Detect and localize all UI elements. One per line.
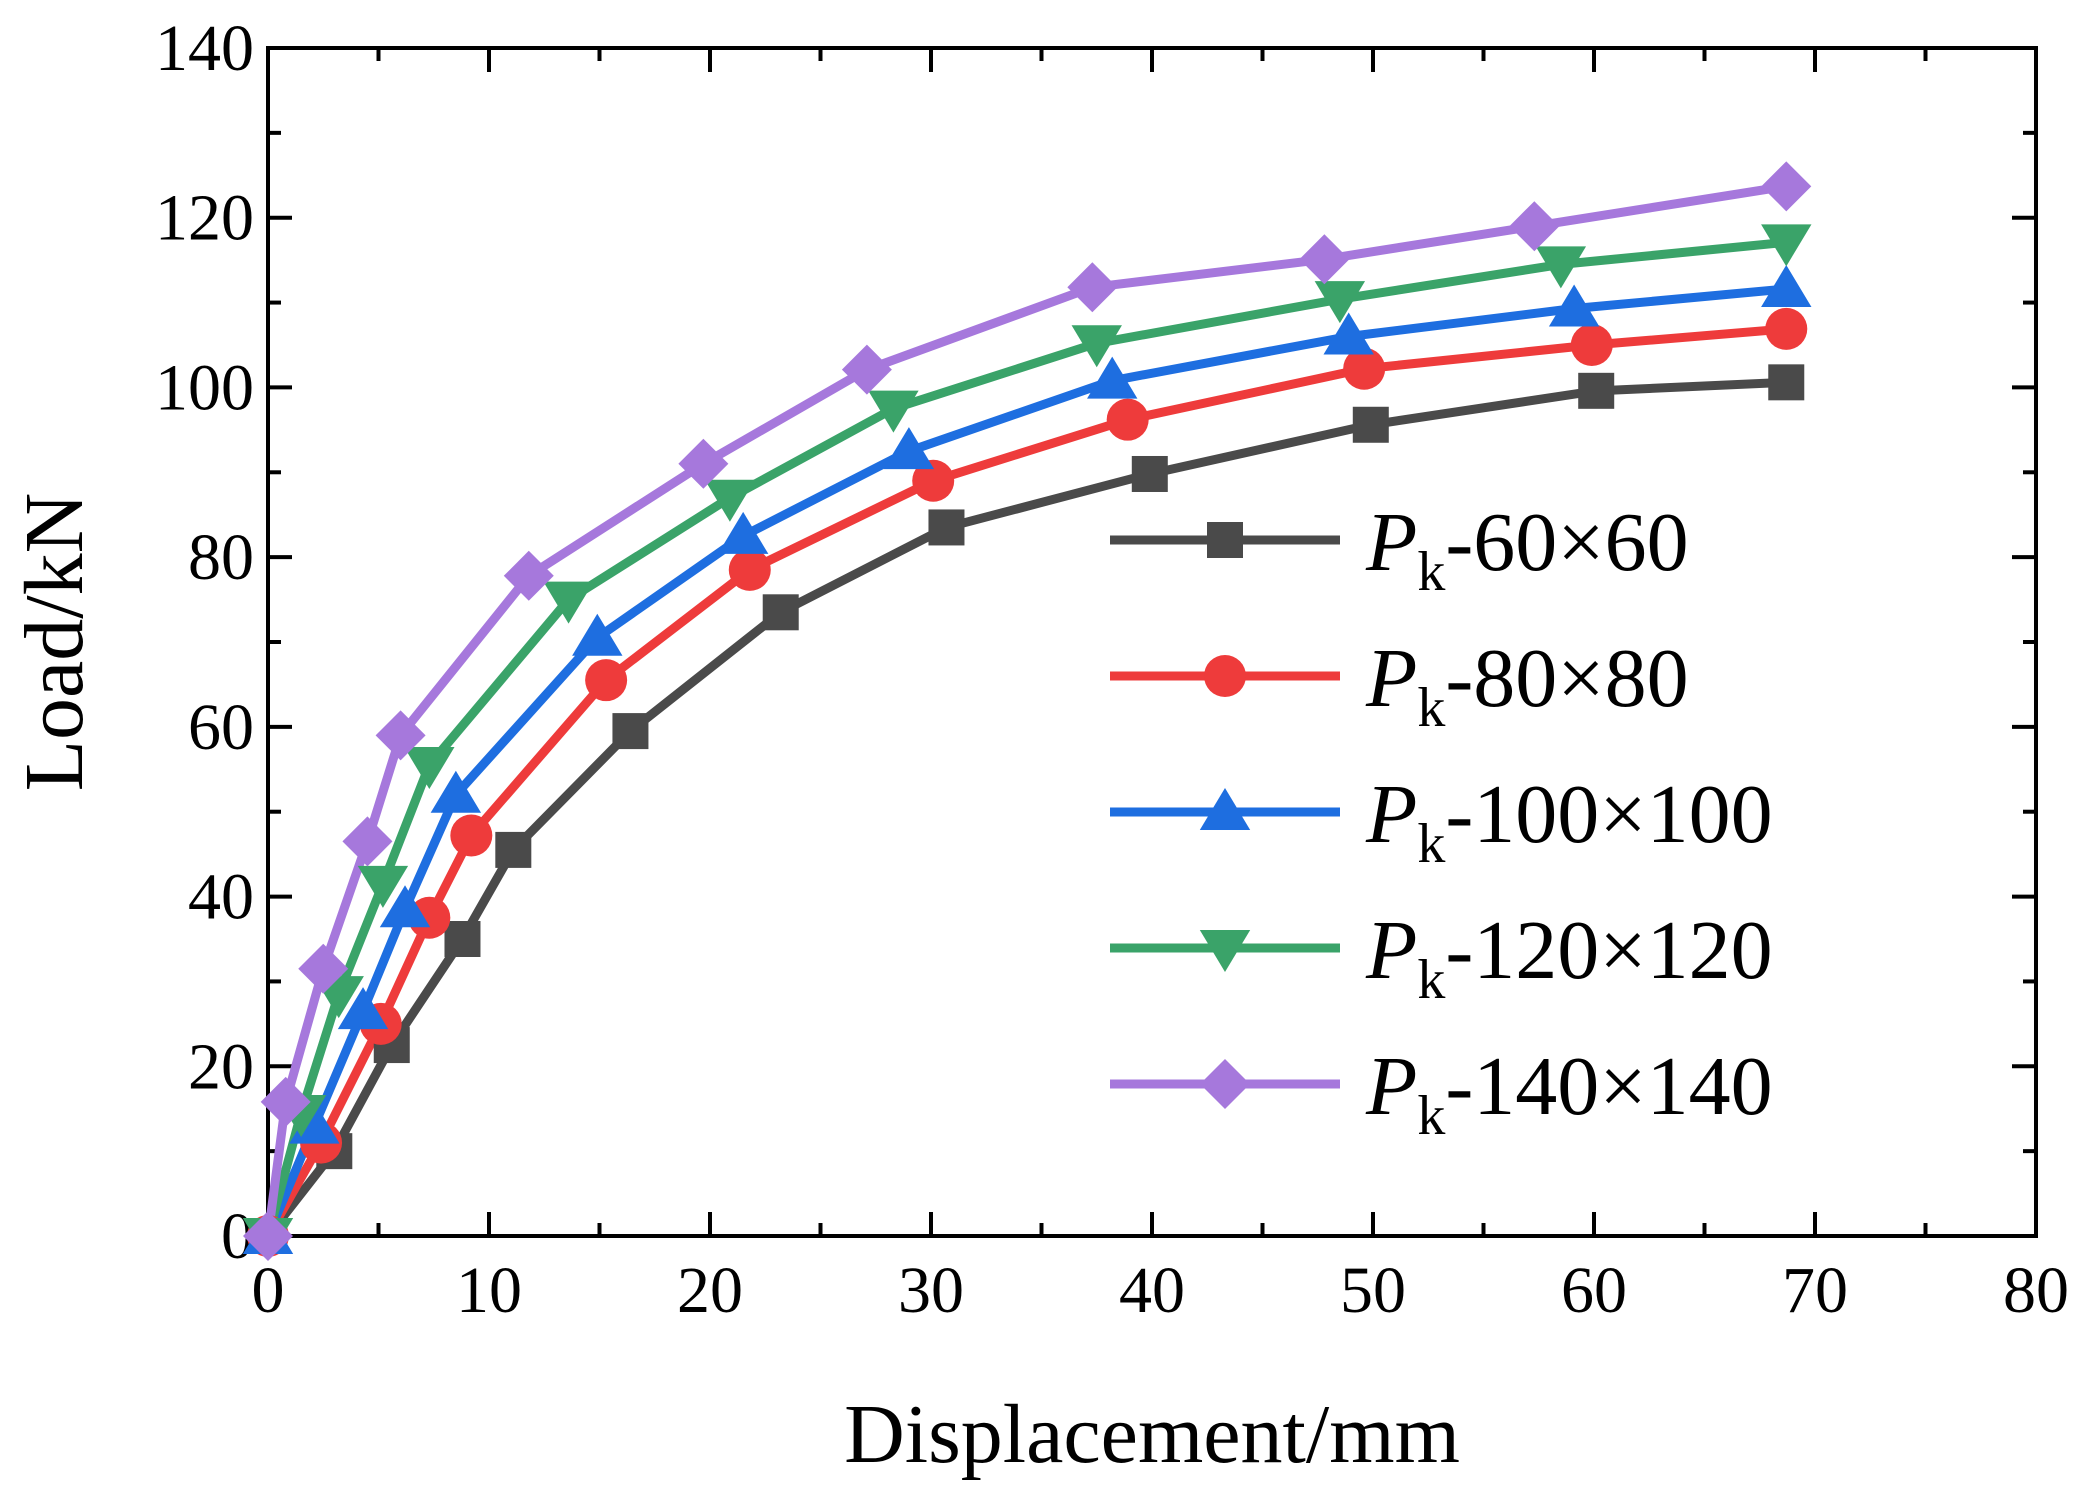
x-tick-label: 80	[2003, 1254, 2069, 1327]
y-tick-label: 120	[155, 182, 254, 255]
x-tick-label: 30	[898, 1254, 964, 1327]
x-tick-label: 70	[1782, 1254, 1848, 1327]
y-tick-label: 80	[188, 521, 254, 594]
data-point-series-1	[1578, 372, 1615, 409]
data-point-series-2	[1765, 307, 1808, 350]
data-point-series-2	[408, 896, 451, 939]
data-point-series-4	[1314, 281, 1366, 324]
data-point-series-2	[1570, 324, 1613, 366]
data-point-series-1	[928, 509, 965, 546]
data-point-series-3	[1761, 264, 1812, 307]
data-point-series-5	[375, 710, 426, 761]
x-tick-label: 20	[677, 1254, 743, 1327]
data-point-series-5	[298, 943, 349, 994]
data-point-series-3	[572, 613, 623, 656]
data-point-series-4	[404, 747, 455, 790]
data-point-series-5	[841, 344, 892, 395]
y-tick-label: 60	[188, 691, 254, 764]
data-point-series-4	[704, 479, 756, 522]
data-point-series-3	[1087, 356, 1138, 399]
data-point-series-3	[1548, 284, 1600, 327]
data-point-series-3	[430, 770, 482, 813]
data-point-series-1	[1131, 455, 1168, 492]
series-line-3	[263, 284, 1787, 1238]
data-point-series-5	[503, 550, 554, 601]
legend-swatch-marker	[1199, 788, 1251, 830]
legend-item-2: Pk-80×80	[1110, 632, 1689, 739]
series-line-5	[263, 181, 1787, 1237]
legend-swatch-marker	[1207, 522, 1243, 558]
legend-label: Pk-120×120	[1365, 904, 1773, 1011]
y-axis-title: Load/kN	[8, 493, 101, 792]
series-lines-group	[263, 181, 1787, 1239]
data-point-series-3	[379, 885, 431, 928]
data-point-series-2	[1343, 347, 1386, 390]
x-axis-title: Displacement/mm	[844, 1388, 1460, 1481]
data-point-series-1	[1768, 364, 1805, 401]
legend-item-3: Pk-100×100	[1110, 768, 1773, 875]
y-tick-label: 100	[155, 351, 254, 424]
legend-label: Pk-100×100	[1365, 768, 1773, 875]
data-point-series-2	[1106, 398, 1149, 441]
data-point-series-4	[868, 390, 919, 433]
legend: Pk-60×60 Pk-80×80 Pk-100×100 Pk-120×120 Pk-1…	[1110, 496, 1773, 1147]
data-point-series-3	[337, 987, 389, 1030]
y-tick-label: 20	[188, 1030, 254, 1103]
data-point-series-5	[260, 1076, 311, 1127]
data-point-series-5	[342, 816, 393, 867]
y-tick-label: 140	[155, 12, 254, 85]
legend-label: Pk-80×80	[1365, 632, 1689, 739]
legend-swatch-marker	[1200, 1059, 1250, 1109]
data-point-series-4	[1535, 246, 1587, 289]
data-point-series-1	[612, 713, 649, 750]
data-point-series-5	[243, 1211, 293, 1261]
legend-label: Pk-140×140	[1365, 1040, 1773, 1147]
data-point-series-1	[444, 921, 481, 957]
legend-item-4: Pk-120×120	[1110, 904, 1773, 1011]
data-point-series-4	[1071, 325, 1122, 368]
data-point-series-3	[1323, 312, 1374, 355]
legend-swatch-marker	[1199, 930, 1251, 972]
data-point-series-3	[717, 511, 769, 554]
data-point-series-1	[762, 594, 799, 631]
data-point-series-2	[728, 548, 771, 591]
data-point-series-5	[1509, 201, 1560, 252]
series-line-4	[263, 237, 1787, 1238]
x-tick-label: 0	[252, 1254, 285, 1327]
data-point-series-3	[883, 427, 935, 470]
data-point-series-2	[585, 659, 628, 702]
x-tick-label: 50	[1340, 1254, 1406, 1327]
data-point-series-5	[1299, 234, 1350, 285]
legend-swatch-marker	[1204, 655, 1246, 697]
legend-item-1: Pk-60×60	[1110, 496, 1689, 603]
data-point-series-4	[357, 865, 409, 908]
data-point-series-2	[912, 459, 955, 502]
data-point-series-1	[495, 831, 532, 868]
series-markers-group	[242, 161, 1812, 1261]
x-tick-label: 10	[456, 1254, 522, 1327]
y-tick-label: 40	[188, 861, 254, 934]
legend-label: Pk-60×60	[1365, 496, 1689, 603]
legend-item-5: Pk-140×140	[1110, 1040, 1773, 1147]
data-point-series-5	[678, 438, 729, 489]
x-tick-label: 40	[1119, 1254, 1185, 1327]
data-point-series-5	[1067, 262, 1118, 313]
x-tick-label: 60	[1561, 1254, 1627, 1327]
data-point-series-2	[450, 814, 493, 857]
data-point-series-4	[1761, 224, 1812, 267]
data-point-series-5	[1761, 161, 1812, 212]
data-point-series-1	[1352, 406, 1389, 443]
series-line-2	[264, 324, 1787, 1239]
data-point-series-4	[543, 581, 594, 624]
